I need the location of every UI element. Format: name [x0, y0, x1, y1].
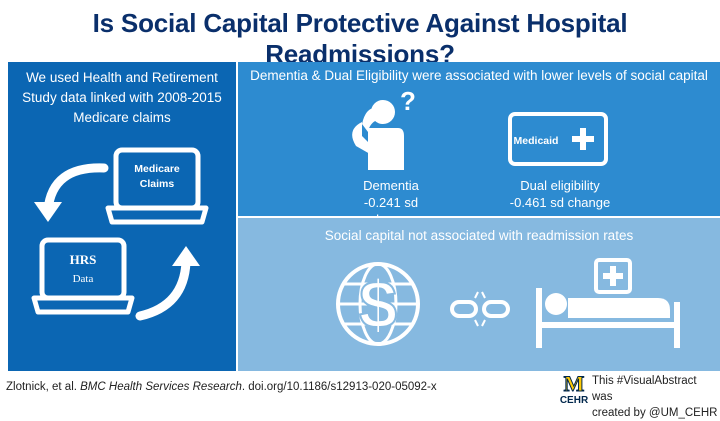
- hospital-bed-icon: [536, 258, 680, 348]
- readmission-heading: Social capital not associated with readm…: [324, 228, 634, 243]
- svg-text:CEHR: CEHR: [560, 395, 589, 406]
- data-source-text: We used Health and Retirement Study data…: [22, 70, 222, 125]
- data-linkage-illustration: Medicare Claims HRS Data: [31, 147, 209, 321]
- svg-text:M: M: [564, 371, 585, 396]
- svg-text:?: ?: [400, 86, 416, 116]
- dollar-globe-icon: $: [336, 262, 420, 346]
- credit-handle: created by @UM_CEHR: [592, 407, 718, 419]
- hrs-data-label: HRS: [70, 252, 97, 267]
- journal-name: BMC Health Services Research: [80, 381, 242, 393]
- citation: Zlotnick, et al. BMC Health Services Res…: [6, 381, 437, 393]
- page-title: Is Social Capital Protective Against Hos…: [92, 8, 628, 69]
- data-source-panel: We used Health and Retirement Study data…: [8, 62, 236, 371]
- readmission-illustration: $: [336, 258, 680, 348]
- social-capital-heading: Dementia & Dual Eligibility were associa…: [250, 68, 708, 83]
- medicaid-card-label: Medicaid: [514, 135, 559, 147]
- svg-text:Data: Data: [73, 273, 94, 285]
- social-capital-panel: Dementia & Dual Eligibility were associa…: [238, 62, 720, 227]
- svg-text:$: $: [359, 267, 397, 343]
- dual-eligibility-result: Dual eligibility -0.461 sd change: [509, 178, 611, 210]
- svg-text:Claims: Claims: [140, 178, 175, 190]
- medicaid-card-icon: Medicaid: [508, 112, 608, 166]
- laptop-icon: Medicare Claims: [105, 147, 209, 225]
- readmission-panel: Social capital not associated with readm…: [238, 218, 720, 371]
- broken-link-icon: [450, 291, 510, 327]
- visual-abstract-credit: This #VisualAbstract was created by @UM_…: [592, 373, 720, 421]
- um-cehr-logo: M CEHR: [560, 371, 589, 407]
- social-capital-illustration: ? Medicaid: [352, 86, 608, 170]
- doi-link[interactable]: . doi.org/10.1186/s12913-020-05092-x: [241, 381, 437, 393]
- laptop-icon: HRS Data: [31, 237, 135, 315]
- medicare-claims-label: Medicare: [134, 163, 180, 175]
- confused-person-icon: ?: [352, 86, 416, 170]
- cycle-arrows-icon: [34, 163, 200, 321]
